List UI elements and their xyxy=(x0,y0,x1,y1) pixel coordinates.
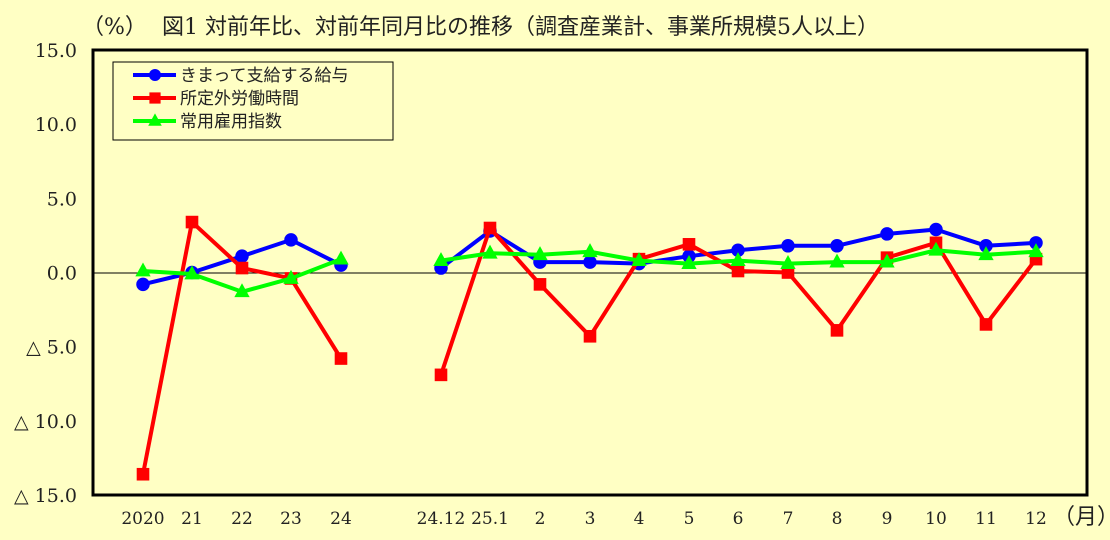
triangle-marker-icon xyxy=(333,250,349,265)
square-marker-icon xyxy=(334,352,348,365)
legend-label: 所定外労働時間 xyxy=(180,89,299,109)
x-tick-label: 12 xyxy=(1025,509,1047,529)
y-tick-label: △ 15.0 xyxy=(14,485,77,507)
square-marker-icon xyxy=(185,215,199,229)
square-marker-icon xyxy=(235,261,249,275)
square-marker-icon xyxy=(830,324,844,337)
x-tick-label: 9 xyxy=(882,509,893,529)
circle-marker-icon xyxy=(781,239,795,253)
square-marker-icon xyxy=(533,278,547,291)
triangle-marker-icon xyxy=(532,246,548,261)
triangle-marker-icon xyxy=(283,269,299,284)
x-tick-label: 4 xyxy=(634,509,645,529)
circle-marker-icon xyxy=(1029,236,1043,250)
triangle-marker-icon xyxy=(1028,243,1044,258)
square-marker-icon xyxy=(682,238,696,251)
x-tick-label: 6 xyxy=(733,509,744,529)
y-tick-label: 15.0 xyxy=(35,40,77,62)
triangle-marker-icon xyxy=(234,283,250,298)
triangle-marker-icon xyxy=(582,243,598,258)
circle-marker-icon xyxy=(149,69,161,81)
chart-title: 図1 対前年比、対前年同月比の推移（調査産業計、事業所規模5人以上） xyxy=(162,15,879,40)
circle-marker-icon xyxy=(880,227,894,241)
legend-item: 常用雇用指数 xyxy=(133,112,282,132)
square-marker-icon xyxy=(483,221,497,235)
triangle-marker-icon xyxy=(482,244,498,259)
x-tick-label: 2020 xyxy=(121,509,164,529)
triangle-marker-icon xyxy=(433,252,449,267)
square-marker-icon xyxy=(781,266,795,279)
legend-item: きまって支給する給与 xyxy=(133,66,348,86)
x-axis-unit-label: （月） xyxy=(1053,505,1110,530)
y-tick-label: 5.0 xyxy=(47,188,77,210)
x-tick-label: 3 xyxy=(585,509,596,529)
series-layer xyxy=(135,215,1044,481)
triangle-marker-icon xyxy=(829,253,845,268)
circle-marker-icon xyxy=(929,222,943,237)
circle-marker-icon xyxy=(830,239,844,253)
square-marker-icon xyxy=(731,264,745,278)
square-marker-icon xyxy=(136,467,150,481)
y-tick-label: 0.0 xyxy=(47,263,77,285)
triangle-marker-icon xyxy=(879,253,895,268)
square-marker-icon xyxy=(979,318,993,331)
triangle-marker-icon xyxy=(135,262,151,277)
y-tick-label: △ 5.0 xyxy=(26,337,77,359)
circle-marker-icon xyxy=(979,239,993,253)
y-axis-unit-label: （%） xyxy=(82,15,147,40)
legend-label: きまって支給する給与 xyxy=(180,66,348,86)
triangle-marker-icon xyxy=(148,113,162,126)
x-tick-label: 22 xyxy=(231,509,253,529)
circle-marker-icon xyxy=(583,255,597,269)
series-triangle xyxy=(135,241,1044,298)
triangle-marker-icon xyxy=(184,265,200,280)
x-tick-label: 11 xyxy=(975,509,997,529)
x-tick-label: 5 xyxy=(684,509,695,529)
x-axis-ticks: 2020 21 22 23 24 24.12 25.1 2 3 4 5 6 7 8 9 10 11 12 xyxy=(121,509,1046,529)
square-marker-icon xyxy=(583,329,597,343)
x-tick-label: 8 xyxy=(832,509,843,529)
square-marker-icon xyxy=(434,368,448,382)
x-tick-label: 25.1 xyxy=(471,509,509,529)
circle-marker-icon xyxy=(136,277,150,292)
triangle-marker-icon xyxy=(681,255,697,269)
x-tick-label: 24.12 xyxy=(417,509,466,529)
circle-marker-icon xyxy=(284,233,298,247)
y-tick-label: △ 10.0 xyxy=(14,411,77,433)
triangle-marker-icon xyxy=(730,252,746,267)
triangle-marker-icon xyxy=(928,241,944,256)
x-tick-label: 23 xyxy=(280,509,302,529)
legend-item: 所定外労働時間 xyxy=(133,89,299,109)
x-tick-label: 21 xyxy=(181,509,203,529)
x-tick-label: 7 xyxy=(783,509,794,529)
triangle-marker-icon xyxy=(780,255,796,269)
triangle-marker-icon xyxy=(978,246,994,261)
triangle-marker-icon xyxy=(631,252,647,267)
y-axis-ticks: 15.0 10.0 5.0 0.0 △ 5.0 △ 10.0 △ 15.0 xyxy=(14,40,77,507)
x-tick-label: 24 xyxy=(330,509,352,529)
x-tick-label: 2 xyxy=(535,509,546,529)
y-tick-label: 10.0 xyxy=(35,114,77,136)
circle-marker-icon xyxy=(235,249,249,263)
square-marker-icon xyxy=(149,92,161,104)
legend-label: 常用雇用指数 xyxy=(180,112,282,132)
x-tick-label: 10 xyxy=(925,509,947,529)
circle-marker-icon xyxy=(731,243,745,257)
